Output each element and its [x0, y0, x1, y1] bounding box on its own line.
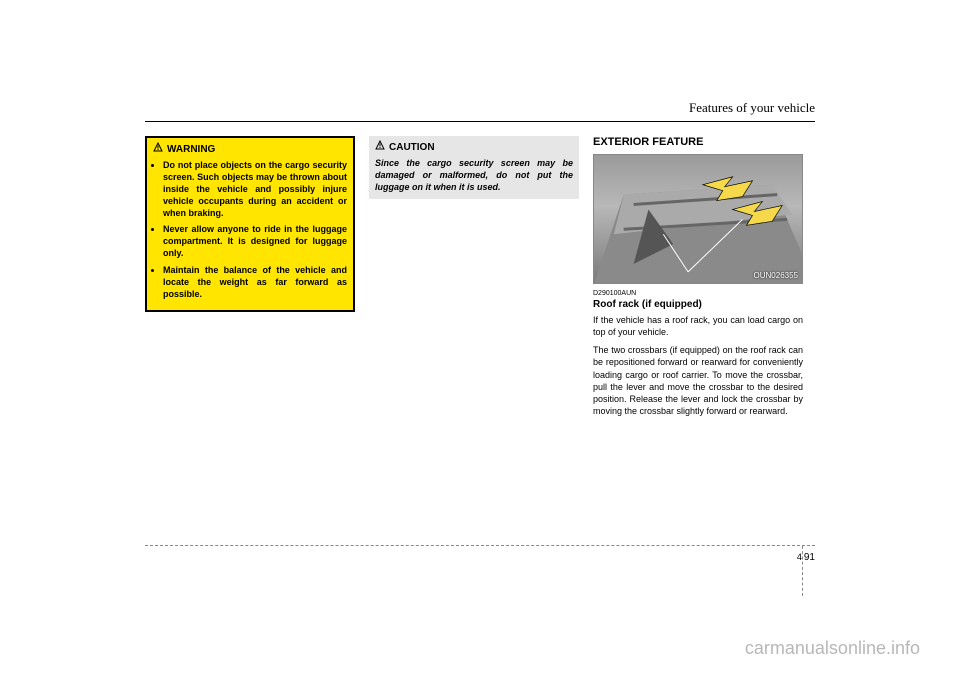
header-rule: Features of your vehicle — [145, 100, 815, 122]
caution-icon — [375, 140, 385, 155]
warning-item: Never allow anyone to ride in the luggag… — [163, 223, 347, 259]
column-3: EXTERIOR FEATURE OUN026355 — [593, 136, 803, 423]
warning-box: WARNING Do not place objects on the carg… — [145, 136, 355, 312]
watermark: carmanualsonline.info — [745, 638, 920, 659]
caution-label: CAUTION — [389, 141, 435, 155]
page-footer: 491 — [145, 545, 815, 595]
warning-label: WARNING — [167, 143, 215, 157]
figure-label: OUN026355 — [754, 271, 798, 280]
warning-item: Maintain the balance of the vehicle and … — [163, 264, 347, 300]
page-number-value: 91 — [804, 552, 815, 563]
caution-header: CAUTION — [375, 140, 573, 155]
column-1: WARNING Do not place objects on the carg… — [145, 136, 355, 423]
roof-rack-illustration — [594, 155, 802, 284]
doc-code: D290100AUN — [593, 290, 803, 297]
section-number: 4 — [797, 552, 802, 562]
subheading: Roof rack (if equipped) — [593, 299, 803, 310]
header-title: Features of your vehicle — [689, 100, 815, 116]
exterior-title: EXTERIOR FEATURE — [593, 136, 803, 148]
warning-icon — [153, 142, 163, 157]
caution-box: CAUTION Since the cargo security screen … — [369, 136, 579, 199]
warning-item: Do not place objects on the cargo securi… — [163, 159, 347, 220]
content-columns: WARNING Do not place objects on the carg… — [145, 136, 815, 423]
roof-rack-figure: OUN026355 — [593, 154, 803, 284]
body-para-2: The two crossbars (if equipped) on the r… — [593, 344, 803, 417]
warning-body: Do not place objects on the cargo securi… — [147, 159, 353, 311]
warning-header: WARNING — [147, 138, 353, 159]
column-2: CAUTION Since the cargo security screen … — [369, 136, 579, 423]
page-number: 491 — [797, 552, 815, 563]
body-para-1: If the vehicle has a roof rack, you can … — [593, 314, 803, 338]
caution-body: Since the cargo security screen may be d… — [375, 157, 573, 193]
